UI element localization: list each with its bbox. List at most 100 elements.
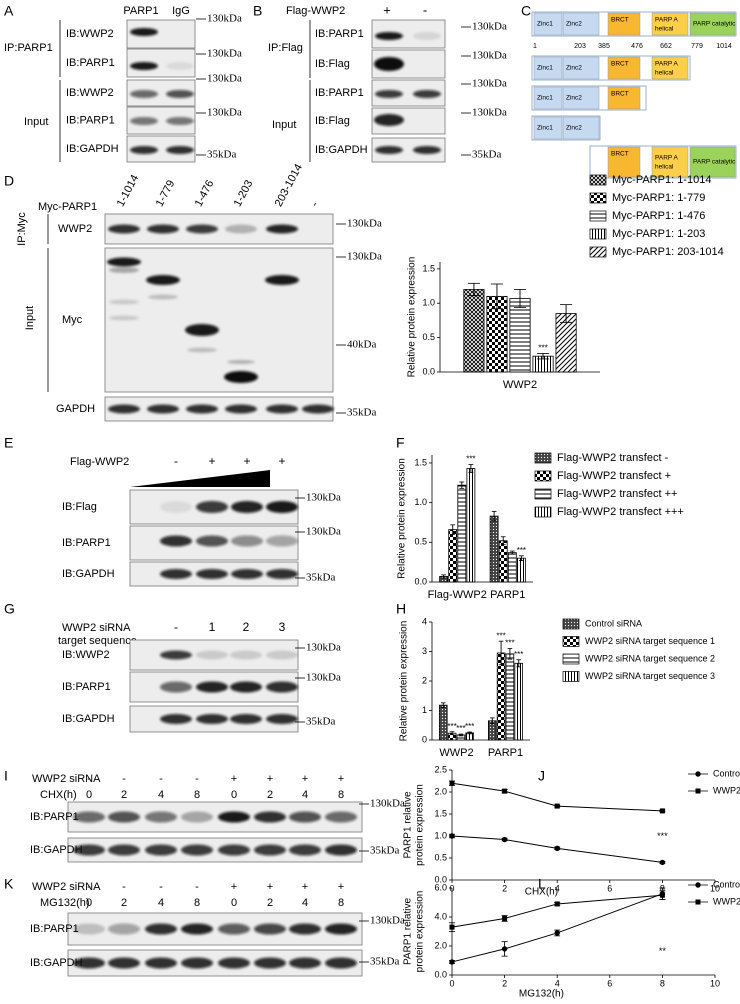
y-axis-label: protein expression [415,891,426,973]
y-tick-label: 1.5 [434,808,447,818]
significance: *** [496,631,505,640]
panel-letter: J [538,768,545,784]
domain-label: Zinc1 [537,21,553,28]
band [160,650,192,660]
band [374,114,404,126]
marker-label: 130kDa [207,48,242,60]
panel-letter: D [4,173,14,189]
lane-label: - [122,773,126,785]
category-label: WWP2 [439,747,473,759]
band [108,811,140,823]
x-axis-label: CHX(h) [525,887,558,898]
lane-label: - [87,773,91,785]
domain-label: Zinc1 [537,125,553,132]
marker-label: 40kDa [347,339,376,351]
domain [651,12,689,36]
lane-label: - [174,620,178,634]
legend-label: Myc-PARP1: 1-476 [612,210,705,222]
legend-label: WWP2 siRNA target sequence 2 [585,653,715,663]
domain-label: PARP A [655,17,679,24]
panel-letter: C [521,3,531,19]
group-label: Input [24,116,48,128]
band [374,57,404,71]
condition-label: target sequence [58,635,137,647]
legend-swatch [589,246,607,258]
band [109,315,139,321]
marker-label: 35kDa [370,956,399,968]
point [449,959,455,965]
marker-label: 130kDa [306,642,341,654]
band [160,569,192,579]
band [196,681,228,693]
residue-label: 203 [574,43,586,50]
condition-label: Myc-PARP1 [38,201,97,213]
band [302,404,334,414]
band [266,650,298,660]
band [145,923,177,935]
group-label: IP:Myc [16,212,28,246]
lane-label: 1-476 [193,178,217,208]
band [325,811,357,823]
row-label: Myc [62,314,83,326]
lane-label: 1-779 [154,178,178,208]
band [266,569,298,579]
band [266,404,298,414]
lane-label: + [243,454,250,468]
bar [448,529,458,583]
bar [498,540,508,583]
band [375,146,403,154]
band [218,923,250,935]
lane-label: 1 [209,620,216,634]
series-line [451,893,663,963]
band [130,90,158,98]
significance: *** [447,722,456,731]
domain [651,56,689,80]
point [659,808,665,814]
row-label: IB:PARP1 [62,537,111,549]
band [166,117,194,125]
lane-label: - [174,454,178,468]
significance: *** [466,455,475,464]
legend-swatch [589,210,607,222]
marker-label: 130kDa [207,73,242,85]
panel-letter: E [4,435,13,451]
row-label: IB:GAPDH [62,568,115,580]
lane-label: - [159,881,163,893]
legend-swatch [534,506,552,518]
band [230,714,262,724]
band [73,957,105,969]
row-label: IB:PARP1 [62,681,111,693]
lane-label: 1-203 [232,178,256,208]
band [225,224,257,234]
row-label: IB:PARP1 [66,57,115,69]
point [659,892,665,898]
domain [651,146,689,178]
band [224,371,258,383]
band [187,347,217,353]
domain [533,56,563,80]
band [196,714,228,724]
lane-label: 0 [231,789,237,801]
marker-label: 130kDa [347,218,382,230]
band [107,257,141,267]
legend-swatch [589,228,607,240]
legend-label: WWP2 siRNA target sequence 1 [585,636,715,646]
y-tick-label: 2 [422,675,427,685]
lane-label: 4 [302,897,308,909]
point [502,915,508,921]
y-tick-label: 4 [422,616,427,626]
y-tick-label: 1.0 [422,298,435,308]
marker-label: 130kDa [306,526,341,538]
domain-label: PARP A [655,61,679,68]
domain-label: helical [655,26,674,33]
point [501,946,508,952]
category-label: Flag-WWP2 [428,589,487,601]
y-tick-label: 1.0 [414,497,427,507]
band [254,844,286,856]
series-line [451,894,663,928]
row-label: IB:GAPDH [30,844,83,856]
x-tick-label: 2 [502,978,507,988]
lane-label: - [122,881,126,893]
marker-label: 35kDa [207,149,236,161]
band [325,957,357,969]
